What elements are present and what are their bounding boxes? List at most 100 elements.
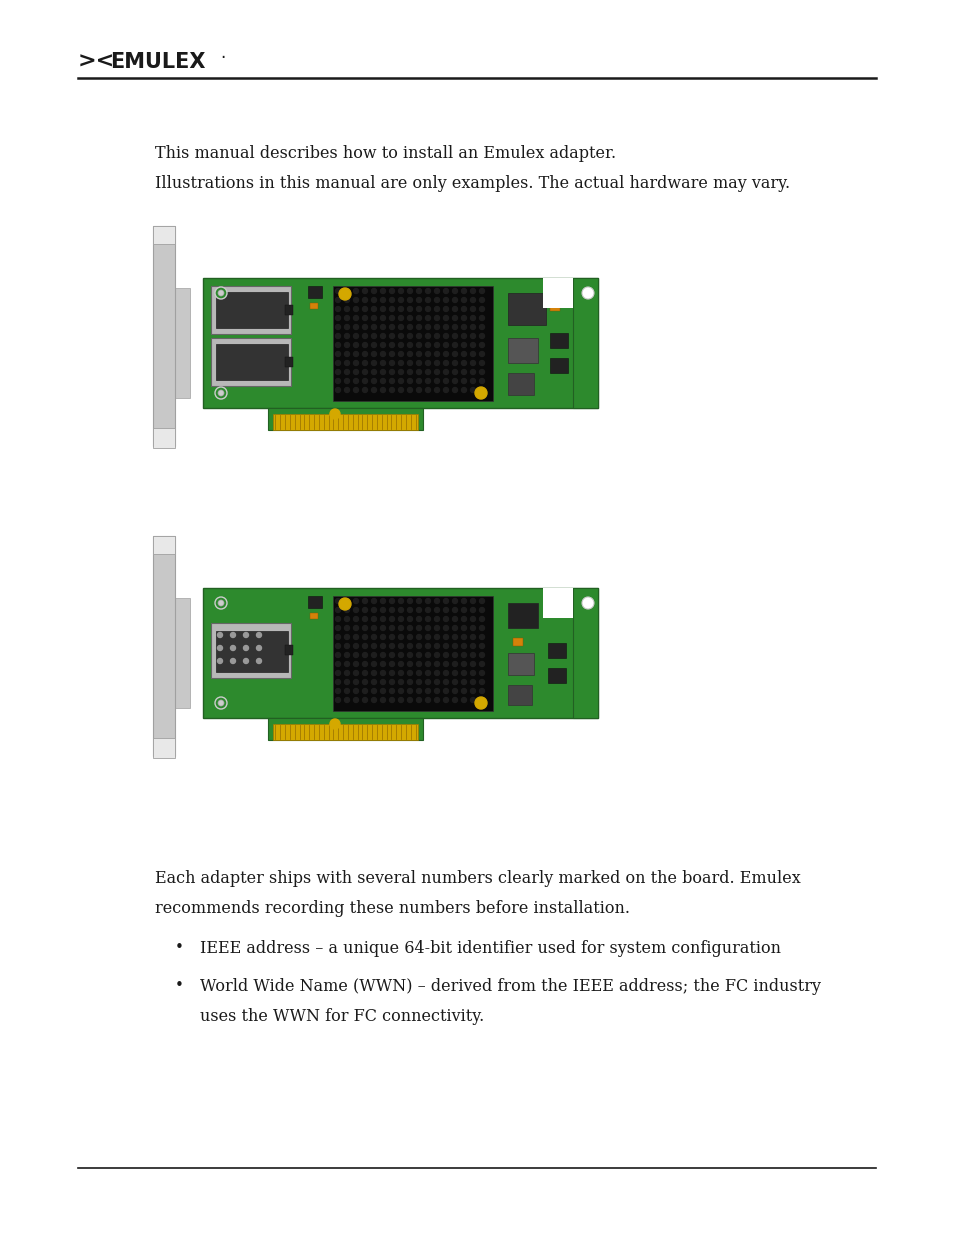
Circle shape [354,325,358,330]
Bar [211,622,291,678]
Circle shape [335,388,340,393]
Circle shape [335,325,340,330]
Circle shape [443,635,448,640]
Circle shape [335,662,340,667]
Circle shape [218,700,224,706]
Circle shape [371,608,376,613]
Circle shape [217,632,222,637]
Circle shape [461,361,466,366]
Circle shape [479,298,484,303]
Circle shape [434,698,439,703]
Circle shape [335,333,340,338]
Circle shape [371,369,376,374]
Circle shape [461,333,466,338]
Circle shape [452,635,457,640]
Circle shape [434,671,439,676]
Circle shape [362,608,367,613]
Circle shape [425,352,430,357]
Circle shape [416,325,421,330]
Circle shape [443,342,448,347]
Circle shape [398,369,403,374]
Circle shape [470,388,475,393]
Circle shape [416,643,421,648]
Circle shape [344,369,349,374]
Circle shape [470,378,475,384]
Circle shape [217,646,222,651]
Circle shape [443,306,448,311]
Circle shape [443,688,448,694]
Circle shape [461,679,466,684]
Circle shape [389,333,395,338]
Circle shape [380,298,385,303]
Circle shape [416,625,421,631]
Circle shape [389,688,395,694]
Circle shape [217,658,222,663]
Circle shape [461,342,466,347]
Bar [174,288,190,398]
Bar [152,226,174,245]
Circle shape [344,643,349,648]
Circle shape [461,378,466,384]
Circle shape [362,643,367,648]
Circle shape [380,679,385,684]
Circle shape [407,698,412,703]
Circle shape [470,625,475,631]
Bar [507,685,532,705]
Circle shape [452,378,457,384]
Circle shape [479,306,484,311]
Bar [215,345,288,380]
Circle shape [362,599,367,604]
Circle shape [452,361,457,366]
Circle shape [354,369,358,374]
Circle shape [380,342,385,347]
Circle shape [214,287,227,299]
Circle shape [354,662,358,667]
Circle shape [479,698,484,703]
Bar [310,303,317,309]
Circle shape [344,352,349,357]
Circle shape [256,646,261,651]
Circle shape [371,635,376,640]
Circle shape [218,390,224,396]
Circle shape [434,325,439,330]
Circle shape [452,616,457,621]
Text: Illustrations in this manual are only examples. The actual hardware may vary.: Illustrations in this manual are only ex… [154,175,789,191]
Bar [152,739,174,758]
Circle shape [416,298,421,303]
Circle shape [354,378,358,384]
Circle shape [479,315,484,321]
Circle shape [470,643,475,648]
Circle shape [443,289,448,294]
Bar [273,724,417,740]
Circle shape [344,625,349,631]
Circle shape [362,361,367,366]
Circle shape [362,306,367,311]
Bar [308,287,322,298]
Circle shape [407,688,412,694]
Circle shape [461,599,466,604]
Circle shape [344,652,349,657]
Circle shape [335,625,340,631]
Circle shape [389,643,395,648]
Circle shape [452,652,457,657]
Circle shape [371,643,376,648]
Circle shape [389,352,395,357]
Bar [211,338,291,387]
Circle shape [452,325,457,330]
Circle shape [407,635,412,640]
Circle shape [461,643,466,648]
Text: ·: · [220,49,225,67]
Bar [211,287,291,333]
Circle shape [470,361,475,366]
Circle shape [416,671,421,676]
Circle shape [479,643,484,648]
Circle shape [416,679,421,684]
Circle shape [344,333,349,338]
Text: IEEE address – a unique 64-bit identifier used for system configuration: IEEE address – a unique 64-bit identifie… [200,940,781,957]
Circle shape [371,325,376,330]
Circle shape [425,688,430,694]
Circle shape [470,679,475,684]
Circle shape [416,608,421,613]
Circle shape [243,632,248,637]
Circle shape [380,652,385,657]
